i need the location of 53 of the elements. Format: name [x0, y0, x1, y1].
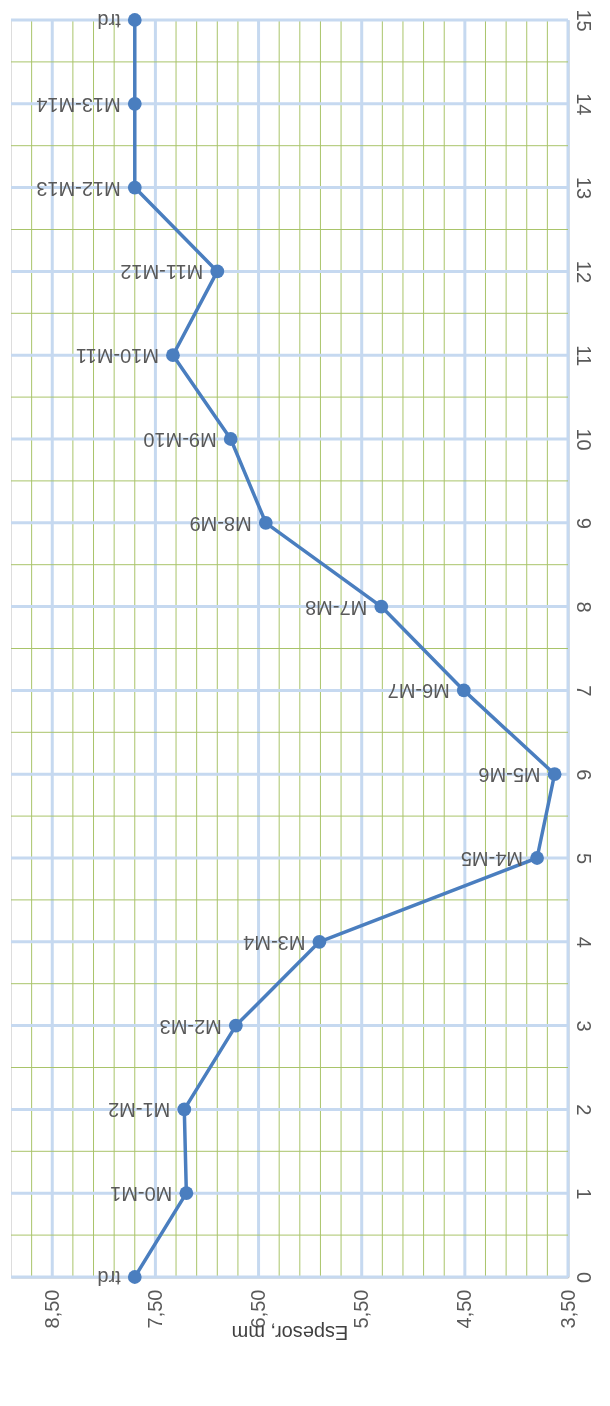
y-tick-label: 10 — [572, 428, 595, 451]
annotation: M12-M13 — [36, 177, 121, 200]
point — [547, 767, 562, 782]
y-tick-label: 9 — [572, 517, 595, 529]
point — [127, 180, 142, 195]
annotation: M3-M4 — [243, 931, 306, 954]
annotation: M7-M8 — [305, 596, 368, 619]
y-tick-label: 13 — [572, 176, 595, 200]
x-tick-label: 5,50 — [350, 1289, 373, 1329]
y-tick-label: 0 — [572, 1271, 595, 1284]
point — [223, 432, 238, 446]
y-tick-label: 7 — [572, 685, 595, 697]
annotation: M4-M5 — [460, 848, 524, 870]
y-tick-label: 12 — [572, 260, 595, 284]
y-tick-label: 15 — [572, 9, 595, 32]
y-tick-label: 3 — [572, 1020, 595, 1032]
y-tick-label: 2 — [572, 1104, 595, 1116]
y-tick-label: 6 — [572, 769, 595, 781]
point — [179, 1186, 194, 1201]
y-tick-label: 1 — [572, 1188, 595, 1200]
annotation: M8-M9 — [189, 512, 252, 535]
annotation: M0-M1 — [110, 1183, 173, 1206]
point — [127, 96, 142, 111]
x-tick-label: 3,50 — [556, 1289, 579, 1329]
annotation: M9-M10 — [143, 429, 217, 451]
y-tick-label: 14 — [572, 93, 595, 116]
point — [210, 264, 225, 279]
point — [374, 599, 389, 614]
annotation: M13-M14 — [36, 93, 121, 116]
point — [312, 934, 327, 949]
y-tick-label: 4 — [572, 936, 595, 948]
annotation: M5-M6 — [478, 764, 541, 787]
x-tick-label: 8,50 — [40, 1289, 63, 1329]
point — [127, 1270, 142, 1284]
point — [530, 851, 544, 865]
y-tick-label: 8 — [572, 601, 595, 613]
annotation: M6-M7 — [387, 680, 450, 703]
y-tick-label: 5 — [572, 852, 595, 865]
point — [258, 515, 273, 530]
annotation: trd — [97, 10, 121, 32]
y-tick-label: 11 — [572, 345, 595, 367]
annotation: M2-M3 — [159, 1015, 222, 1038]
annotation: M1-M2 — [108, 1099, 171, 1122]
x-tick-label: 7,50 — [143, 1289, 166, 1329]
point — [456, 683, 471, 698]
annotation: trd — [97, 1267, 121, 1289]
annotation: M11-M12 — [120, 261, 204, 284]
point — [228, 1018, 243, 1033]
x-tick-label: 4,50 — [453, 1289, 476, 1329]
annotation: M10-M11 — [75, 345, 159, 368]
point — [177, 1102, 192, 1117]
point — [166, 348, 180, 363]
point — [127, 13, 142, 27]
